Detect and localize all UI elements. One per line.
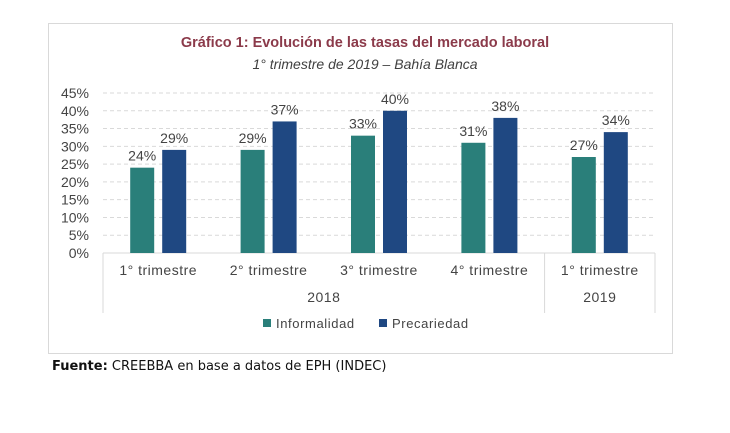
bar-precariedad <box>162 149 187 253</box>
y-tick-label: 15% <box>61 192 89 208</box>
data-label: 29% <box>160 130 188 146</box>
x-tick-label: 4° trimestre <box>451 262 529 278</box>
bar-informalidad <box>351 135 375 253</box>
y-tick-label: 30% <box>61 138 89 154</box>
chart-subtitle: 1° trimestre de 2019 – Bahía Blanca <box>252 56 478 72</box>
y-tick-label: 5% <box>69 227 89 243</box>
data-label: 38% <box>491 98 519 114</box>
y-tick-label: 45% <box>61 85 89 101</box>
x-tick-label: 1° trimestre <box>561 262 639 278</box>
source-text: CREEBBA en base a datos de EPH (INDEC) <box>107 359 387 374</box>
data-label: 34% <box>602 112 630 128</box>
x-tick-label: 1° trimestre <box>119 262 197 278</box>
bar-precariedad <box>383 110 407 254</box>
legend-swatch <box>263 319 271 327</box>
y-tick-label: 0% <box>69 245 89 261</box>
y-tick-label: 20% <box>61 174 89 190</box>
chart-title: Gráfico 1: Evolución de las tasas del me… <box>180 35 550 51</box>
bar-informalidad <box>571 157 596 253</box>
group-label: 2019 <box>583 289 616 305</box>
y-tick-label: 10% <box>61 209 89 225</box>
x-tick-label: 2° trimestre <box>230 262 308 278</box>
data-label: 31% <box>459 123 487 139</box>
legend-label: Precariedad <box>392 316 469 331</box>
bar-informalidad <box>130 167 155 253</box>
y-tick-label: 40% <box>61 103 89 119</box>
y-tick-label: 35% <box>61 121 89 137</box>
legend-swatch <box>379 319 387 327</box>
data-label: 24% <box>128 148 156 164</box>
bar-precariedad <box>272 121 297 253</box>
legend-label: Informalidad <box>276 316 355 331</box>
data-label: 27% <box>570 137 598 153</box>
data-label: 33% <box>349 116 377 132</box>
source-label: Fuente: <box>52 359 108 374</box>
data-label: 37% <box>271 101 299 117</box>
source-note: Fuente: CREEBBA en base a datos de EPH (… <box>52 359 386 374</box>
group-label: 2018 <box>307 289 340 305</box>
bar-precariedad <box>493 117 518 253</box>
x-tick-label: 3° trimestre <box>340 262 418 278</box>
bar-precariedad <box>603 132 628 253</box>
data-label: 40% <box>381 91 409 107</box>
data-label: 29% <box>239 130 267 146</box>
y-tick-label: 25% <box>61 156 89 172</box>
bar-informalidad <box>461 142 486 253</box>
bar-informalidad <box>240 149 265 253</box>
